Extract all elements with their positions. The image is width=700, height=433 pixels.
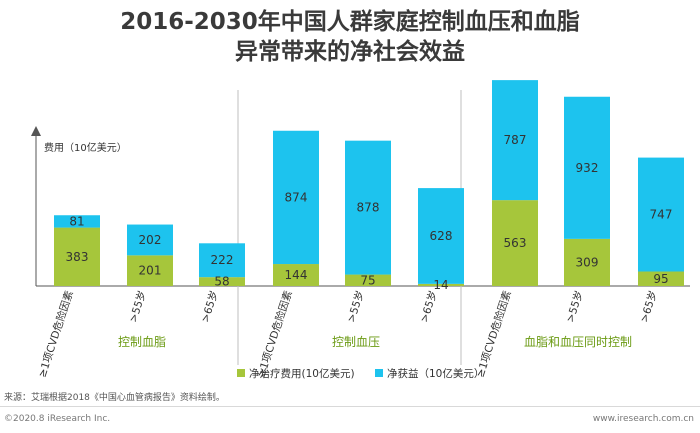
legend-label-treatment: 净治疗费用(10亿美元) <box>249 367 355 380</box>
bar-benefit <box>54 215 100 228</box>
data-label-treatment: 383 <box>66 250 89 264</box>
bar-treatment <box>273 264 319 286</box>
x-tick-label: ≥1项CVD危险因素 <box>35 289 75 379</box>
bar-benefit <box>564 96 610 239</box>
bar-benefit <box>418 188 464 284</box>
bar-treatment <box>54 227 100 286</box>
x-tick-label: >65岁 <box>198 289 220 324</box>
data-label-benefit: 747 <box>650 208 673 222</box>
x-tick-label: >65岁 <box>417 289 439 324</box>
data-label-treatment: 563 <box>504 236 527 250</box>
y-axis-arrow <box>31 126 41 136</box>
bar-treatment <box>418 283 464 286</box>
data-label-treatment: 309 <box>576 255 599 269</box>
footer-copyright: ©2020.8 iResearch Inc. <box>4 414 111 424</box>
x-tick-label: >55岁 <box>126 289 148 324</box>
bar-benefit <box>638 157 684 272</box>
group-label: 血脂和血压同时控制 <box>524 334 632 349</box>
data-label-benefit: 81 <box>69 214 84 228</box>
y-axis-label: 费用（10亿美元） <box>44 141 127 154</box>
data-label-benefit: 222 <box>211 253 234 267</box>
bar-treatment <box>127 255 173 286</box>
bar-benefit <box>199 243 245 278</box>
source-note: 来源：艾瑞根据2018《中国心血管病报告》资料绘制。 <box>4 393 225 403</box>
bar-treatment <box>345 274 391 286</box>
bar-benefit <box>492 80 538 201</box>
data-label-benefit: 878 <box>357 201 380 215</box>
x-tick-label: ≥1项CVD危险因素 <box>473 289 513 379</box>
chart-title-line1: 2016-2030年中国人群家庭控制血压和血脂 <box>120 9 580 35</box>
chart-title-line2: 异常带来的净社会效益 <box>235 39 465 65</box>
x-tick-label: ≥1项CVD危险因素 <box>254 289 294 379</box>
bar-benefit <box>273 130 319 265</box>
bar-benefit <box>127 224 173 256</box>
x-tick-label: >65岁 <box>637 289 659 324</box>
data-label-treatment: 144 <box>285 268 308 282</box>
group-label: 控制血脂 <box>118 334 166 349</box>
bar-treatment <box>492 200 538 286</box>
data-label-treatment: 201 <box>139 264 162 278</box>
data-label-benefit: 628 <box>430 229 453 243</box>
bar-benefit <box>345 140 391 275</box>
footer-divider <box>0 406 700 407</box>
data-label-benefit: 874 <box>285 190 308 204</box>
data-label-benefit: 932 <box>576 161 599 175</box>
group-label: 控制血压 <box>332 335 380 349</box>
bar-treatment <box>564 238 610 286</box>
legend-label-benefit: 净获益（10亿美元） <box>387 367 484 380</box>
data-label-treatment: 58 <box>214 275 229 289</box>
data-label-treatment: 14 <box>433 278 448 292</box>
legend-swatch-treatment <box>237 369 245 377</box>
bar-treatment <box>638 271 684 286</box>
x-tick-label: >55岁 <box>344 289 366 324</box>
x-tick-label: >55岁 <box>563 289 585 324</box>
data-label-treatment: 95 <box>653 272 668 286</box>
data-label-benefit: 202 <box>139 233 162 247</box>
footer-website: www.iresearch.com.cn <box>592 414 694 424</box>
data-label-benefit: 787 <box>504 133 527 147</box>
bar-treatment <box>199 277 245 286</box>
legend-swatch-benefit <box>375 369 383 377</box>
data-label-treatment: 75 <box>360 273 375 287</box>
